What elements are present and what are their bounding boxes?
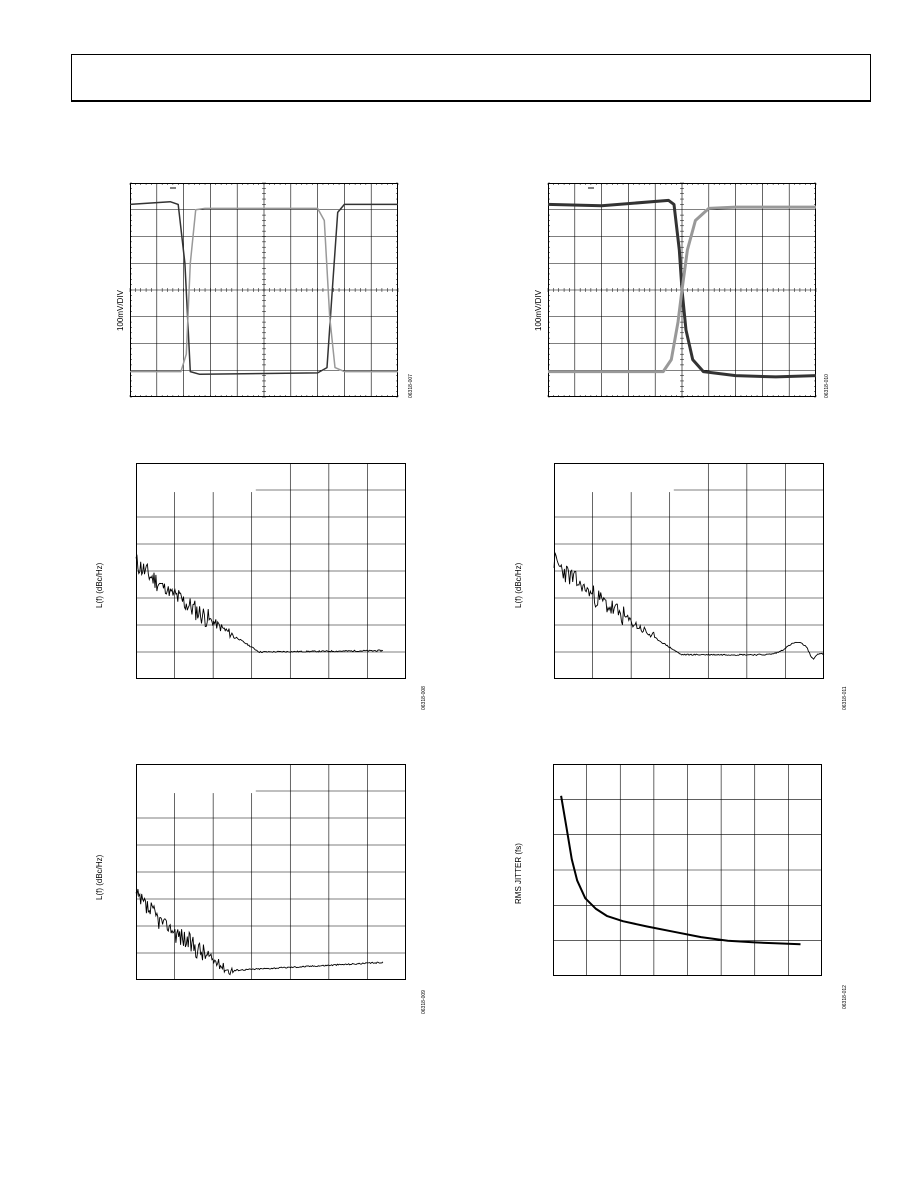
chart-fig6-ylabel: RMS JITTER (fs) [514,843,523,904]
chart-fig5-ylabel: L(f) (dBc/Hz) [95,854,104,900]
legend-area [555,464,674,493]
phase-noise-trace [135,554,384,654]
chart-fig3-ylabel: L(f) (dBc/Hz) [95,562,104,608]
page-header-box [71,54,871,102]
chart-fig3-plot [135,463,406,679]
chart-fig5: L(f) (dBc/Hz) 06318-009 [95,764,435,1024]
chart-fig1-ylabel: 100mV/DIV [116,290,125,331]
chart-fig4-ylabel: L(f) (dBc/Hz) [514,562,523,608]
phase-noise-trace [553,552,825,660]
chart-fig4-figure-number: 06318-011 [842,686,848,710]
chart-fig2: 100mV/DIV 06318-010 [528,182,838,403]
series-line-0 [129,200,398,376]
chart-fig4: L(f) (dBc/Hz) 06318-011 [514,463,854,713]
chart-fig1-figure-number: 06318-007 [408,374,414,398]
chart-fig6-plot [553,764,822,976]
series-line-0 [560,795,801,946]
chart-fig1: 100mV/DIV 06318-007 [110,182,420,403]
legend-area [137,464,256,493]
chart-fig1-plot [129,182,399,398]
chart-fig2-figure-number: 06318-010 [824,374,830,398]
chart-fig2-plot [547,182,817,398]
chart-fig6: RMS JITTER (fs) 06318-012 [514,764,854,1024]
chart-fig2-ylabel: 100mV/DIV [534,290,543,331]
legend-area [137,765,256,794]
chart-fig6-figure-number: 06318-012 [842,985,848,1009]
phase-noise-trace [135,888,384,976]
chart-fig5-figure-number: 06318-009 [421,990,427,1014]
series-line-1 [548,205,816,374]
chart-fig3-figure-number: 06318-008 [421,686,427,710]
series-line-1 [130,207,398,373]
chart-fig5-plot [135,764,406,980]
chart-fig3: L(f) (dBc/Hz) 06318-008 [95,463,435,713]
series-line-0 [547,198,817,379]
chart-fig4-plot [553,463,825,679]
